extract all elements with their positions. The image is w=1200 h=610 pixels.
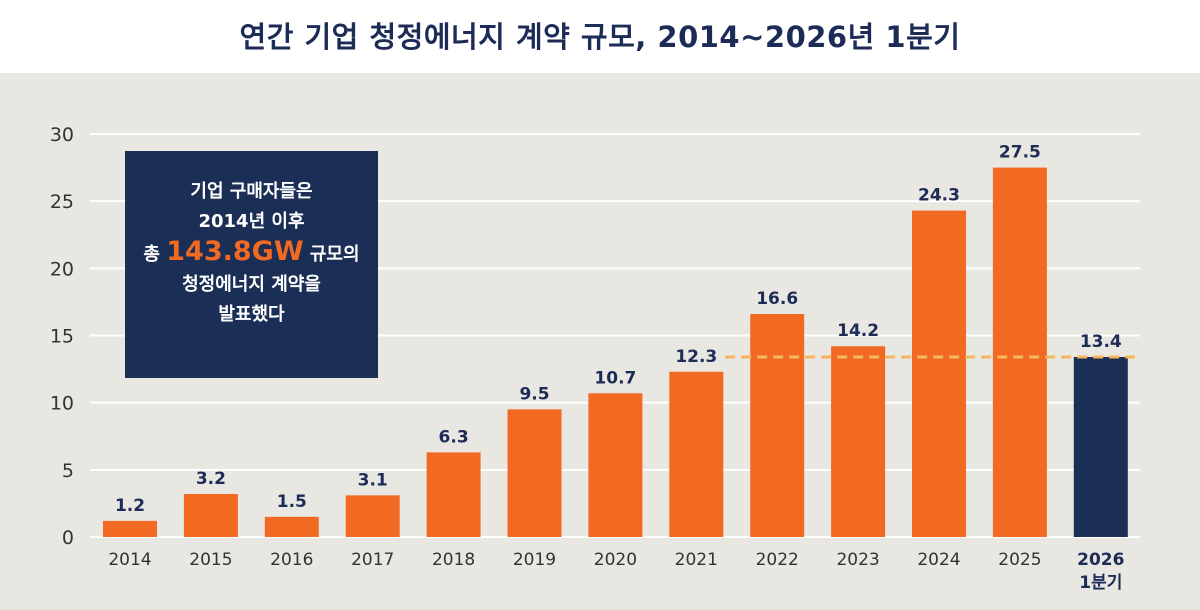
chart-title: 연간 기업 청정에너지 계약 규모, 2014~2026년 1분기 [239,20,961,54]
bar-value-label: 6.3 [439,427,469,447]
bar-value-label: 10.7 [594,368,636,388]
bar-value-label: 3.1 [358,470,388,490]
callout-line-3: 총 143.8GW 규모의 [125,237,378,270]
y-tick-label: 15 [50,326,74,348]
bar [103,520,157,537]
y-tick-label: 25 [50,191,74,213]
y-tick-label: 10 [50,393,74,415]
bar [345,495,400,537]
x-tick-label: 2014 [108,550,151,570]
callout-line-3-prefix: 총 [143,244,167,265]
bar-value-label: 14.2 [837,321,879,341]
bar-value-label: 13.4 [1080,332,1122,352]
callout-line-1: 기업 구매자들은 [190,181,313,202]
bar [426,452,481,537]
x-tick-label: 2019 [513,550,556,570]
bar-value-label: 9.5 [519,384,549,404]
bar-value-label: 16.6 [756,289,798,309]
bar-value-label: 1.5 [277,492,307,512]
x-tick-label: 2016 [270,550,313,570]
x-tick-label: 2021 [675,550,718,570]
bar [750,314,805,537]
y-tick-label: 30 [50,124,74,146]
bar [1073,356,1128,537]
x-tick-label: 2024 [917,550,960,570]
x-tick-label: 2018 [432,550,475,570]
summary-callout: 기업 구매자들은 2014년 이후 총 143.8GW 규모의 청정에너지 계약… [125,151,378,378]
x-tick-label: 1분기 [1079,573,1122,593]
bar-value-label: 12.3 [675,347,717,367]
x-tick-label: 2015 [189,550,232,570]
y-tick-label: 5 [62,460,74,482]
x-tick-label: 2025 [998,550,1041,570]
callout-line-2: 2014년 이후 [198,211,305,232]
callout-line-3-suffix: 규모의 [303,244,360,265]
bar [588,393,643,537]
x-tick-label: 2022 [756,550,799,570]
x-tick-label: 2017 [351,550,394,570]
bar [912,210,966,537]
bar [507,409,562,537]
callout-total-highlight: 143.8GW [166,236,304,267]
bar-value-label: 3.2 [196,469,226,489]
y-tick-label: 20 [50,258,74,280]
x-tick-label: 2026 [1077,550,1124,570]
bar [183,494,238,537]
bar-value-label: 27.5 [999,143,1041,163]
bar [264,516,319,537]
y-tick-label: 0 [62,527,74,549]
bar [831,346,886,537]
callout-line-4: 청정에너지 계약을 [182,274,321,295]
bar-value-label: 1.2 [115,496,145,516]
bar-value-label: 24.3 [918,186,960,206]
callout-line-5: 발표했다 [218,304,285,325]
bar [669,371,724,537]
x-tick-label: 2023 [836,550,879,570]
bar [992,167,1047,538]
x-tick-label: 2020 [594,550,637,570]
